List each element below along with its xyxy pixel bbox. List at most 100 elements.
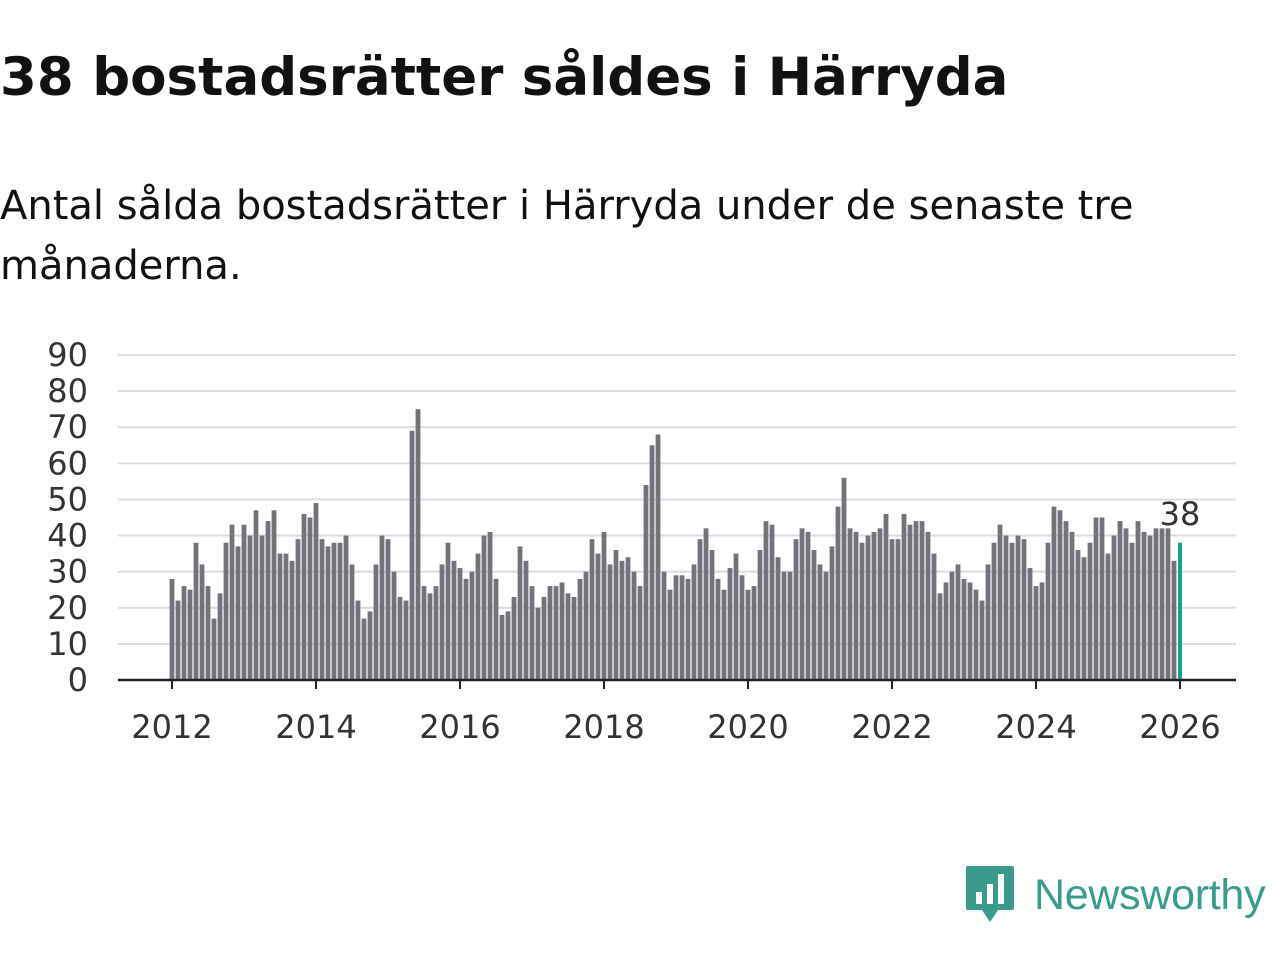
bar <box>397 596 403 680</box>
y-tick-label: 70 <box>47 408 88 446</box>
bar <box>667 589 673 680</box>
bar <box>565 593 571 680</box>
bar <box>745 589 751 680</box>
x-tick-label: 2016 <box>419 708 500 746</box>
bar <box>883 513 889 680</box>
bar <box>859 542 865 680</box>
bar <box>361 618 367 680</box>
bar <box>211 618 217 680</box>
bar <box>385 539 391 680</box>
bars <box>169 409 1182 680</box>
bar <box>805 531 811 680</box>
bar <box>655 434 661 680</box>
bar <box>823 571 829 680</box>
bar <box>661 571 667 680</box>
bar <box>217 593 223 680</box>
bar <box>985 564 991 680</box>
bar <box>325 546 331 680</box>
y-tick-label: 20 <box>47 589 88 627</box>
bar <box>337 542 343 680</box>
bar <box>349 564 355 680</box>
bar <box>469 571 475 680</box>
bar <box>319 539 325 680</box>
bar <box>277 553 283 680</box>
bar <box>787 571 793 680</box>
bar <box>439 564 445 680</box>
bar <box>793 539 799 680</box>
bar <box>313 503 319 680</box>
bar <box>613 550 619 680</box>
y-tick-label: 40 <box>47 517 88 555</box>
bar <box>1015 535 1021 680</box>
bar <box>295 539 301 680</box>
bar <box>301 513 307 680</box>
bar <box>1081 557 1087 680</box>
bar <box>223 542 229 680</box>
bar <box>649 445 655 680</box>
bar <box>499 615 505 680</box>
bar <box>961 578 967 680</box>
bar <box>1093 517 1099 680</box>
bar <box>529 586 535 680</box>
bar <box>463 578 469 680</box>
bar-latest <box>1178 542 1182 680</box>
bar <box>979 600 985 680</box>
bar <box>1045 542 1051 680</box>
bar <box>685 578 691 680</box>
bar <box>739 575 745 680</box>
bar <box>1063 521 1069 680</box>
bar <box>829 546 835 680</box>
bar <box>619 560 625 680</box>
bar <box>487 531 493 680</box>
bar <box>181 586 187 680</box>
bar <box>1111 535 1117 680</box>
bar <box>1117 521 1123 680</box>
bar <box>229 524 235 680</box>
bar <box>853 531 859 680</box>
bar <box>571 596 577 680</box>
bar <box>175 600 181 680</box>
x-tick-label: 2026 <box>1139 708 1220 746</box>
bar <box>517 546 523 680</box>
latest-value-label: 38 <box>1160 495 1201 533</box>
bar <box>943 582 949 680</box>
bar <box>1123 528 1129 680</box>
bar <box>679 575 685 680</box>
y-tick-label: 90 <box>47 336 88 374</box>
bar <box>1051 506 1057 680</box>
bar <box>799 528 805 680</box>
bar <box>1141 531 1147 680</box>
bar <box>583 571 589 680</box>
bar <box>343 535 349 680</box>
bar <box>1087 542 1093 680</box>
bar <box>391 571 397 680</box>
bar <box>763 521 769 680</box>
bar <box>1153 528 1159 680</box>
bar <box>889 539 895 680</box>
bar <box>1003 535 1009 680</box>
bar <box>913 521 919 680</box>
brand-name: Newsworthy <box>1034 870 1266 919</box>
bar <box>847 528 853 680</box>
bar <box>991 542 997 680</box>
bar <box>445 542 451 680</box>
bar <box>457 568 463 680</box>
bar <box>199 564 205 680</box>
bar <box>727 568 733 680</box>
bar <box>811 550 817 680</box>
bar <box>1165 528 1171 680</box>
bar <box>691 564 697 680</box>
bar <box>493 578 499 680</box>
bar <box>673 575 679 680</box>
bar <box>955 564 961 680</box>
x-axis-ticks: 2012 2014 2016 2018 2020 2022 2024 2026 <box>131 680 1221 746</box>
bar <box>775 557 781 680</box>
bar <box>637 586 643 680</box>
bar <box>259 535 265 680</box>
bar <box>1159 528 1165 680</box>
y-tick-label: 0 <box>68 661 88 699</box>
bar <box>205 586 211 680</box>
bar <box>1057 510 1063 680</box>
chart-title: 38 bostadsrätter såldes i Härryda <box>0 47 1009 108</box>
